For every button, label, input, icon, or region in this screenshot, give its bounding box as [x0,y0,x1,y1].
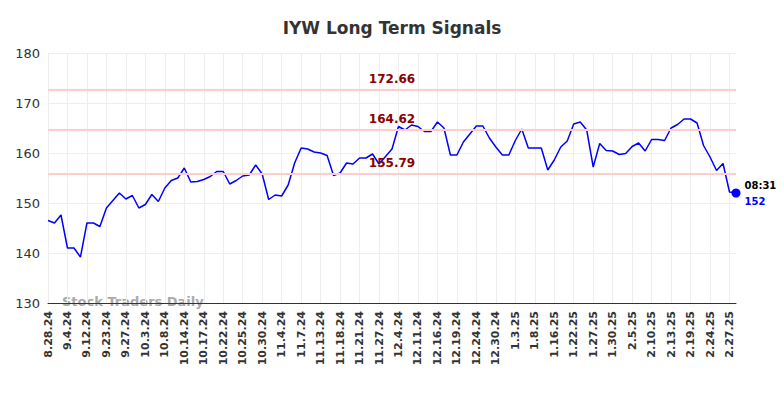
svg-text:12.24.24: 12.24.24 [470,311,483,366]
svg-text:IYW Long Term Signals: IYW Long Term Signals [283,18,502,38]
svg-text:9.23.24: 9.23.24 [100,311,113,358]
svg-text:12.11.24: 12.11.24 [411,311,424,366]
svg-text:8.28.24: 8.28.24 [42,311,55,358]
svg-text:2.5.25: 2.5.25 [626,311,639,350]
svg-text:11.21.24: 11.21.24 [353,311,366,366]
svg-text:150: 150 [15,196,40,211]
svg-text:140: 140 [15,246,40,261]
svg-text:172.66: 172.66 [369,72,415,86]
svg-text:180: 180 [15,46,40,61]
svg-text:9.4.24: 9.4.24 [61,311,74,350]
svg-text:11.27.24: 11.27.24 [373,311,386,366]
svg-text:11.18.24: 11.18.24 [334,311,347,366]
svg-text:12.4.24: 12.4.24 [392,311,405,358]
svg-text:1.8.25: 1.8.25 [528,311,541,350]
svg-text:08:31: 08:31 [745,180,777,191]
svg-text:12.30.24: 12.30.24 [489,311,502,366]
svg-text:2.24.25: 2.24.25 [704,311,717,358]
svg-text:10.25.24: 10.25.24 [236,311,249,366]
svg-text:164.62: 164.62 [369,112,415,126]
svg-text:12.16.24: 12.16.24 [431,311,444,366]
svg-text:130: 130 [15,296,40,311]
svg-text:10.17.24: 10.17.24 [197,311,210,366]
svg-text:Stock Traders Daily: Stock Traders Daily [62,294,204,309]
svg-text:1.30.25: 1.30.25 [606,311,619,358]
svg-text:1.3.25: 1.3.25 [509,311,522,350]
svg-text:9.12.24: 9.12.24 [80,311,93,358]
svg-text:2.19.25: 2.19.25 [684,311,697,358]
svg-text:10.14.24: 10.14.24 [178,311,191,366]
svg-text:10.8.24: 10.8.24 [158,311,171,358]
svg-text:2.13.25: 2.13.25 [665,311,678,358]
svg-text:155.79: 155.79 [369,156,415,170]
svg-text:10.30.24: 10.30.24 [256,311,269,366]
svg-text:1.16.25: 1.16.25 [548,311,561,358]
svg-text:2.10.25: 2.10.25 [645,311,658,358]
svg-text:11.7.24: 11.7.24 [295,311,308,358]
svg-text:1.27.25: 1.27.25 [587,311,600,358]
svg-text:160: 160 [15,146,40,161]
svg-text:10.22.24: 10.22.24 [217,311,230,366]
svg-text:9.27.24: 9.27.24 [119,311,132,358]
svg-text:152: 152 [745,196,766,207]
svg-text:11.13.24: 11.13.24 [314,311,327,366]
svg-text:12.19.24: 12.19.24 [450,311,463,366]
svg-text:2.27.25: 2.27.25 [723,311,736,358]
svg-text:1.22.25: 1.22.25 [567,311,580,358]
svg-text:170: 170 [15,96,40,111]
svg-text:10.3.24: 10.3.24 [139,311,152,358]
svg-text:11.4.24: 11.4.24 [275,311,288,358]
